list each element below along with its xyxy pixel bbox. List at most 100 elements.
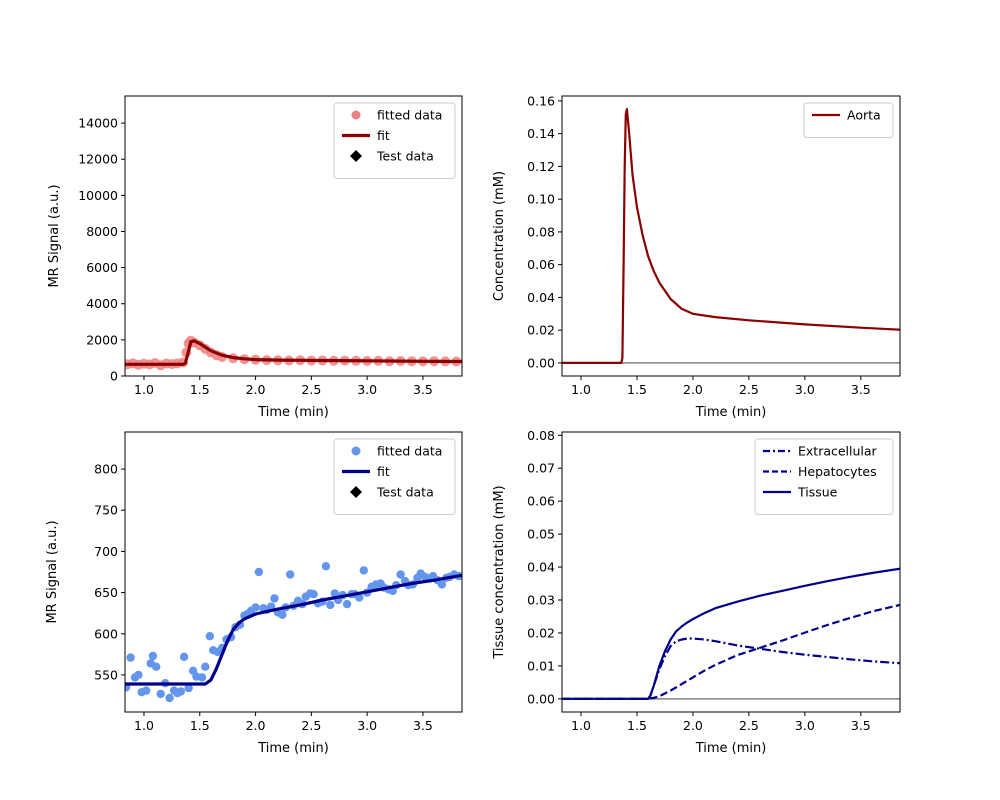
x-tick-label: 1.5 [190,718,210,733]
data-point [270,594,279,603]
x-axis-label: Time (min) [257,741,329,756]
data-point [142,686,151,695]
x-tick-label: 2.5 [301,382,321,397]
subplot-3: 1.0 1.5 2.0 2.5 3.0 3.5 550 600 650 700 750 800 Time… [45,431,463,756]
legend-label: fitted data [377,108,442,123]
y-tick-label: 700 [94,544,118,559]
y-tick-label: 0.08 [527,224,555,239]
data-point [201,662,210,671]
x-tick-label: 3.0 [795,382,815,397]
data-point [148,651,158,661]
data-point [326,600,335,610]
x-tick-label: 3.5 [851,382,871,397]
data-point [254,567,264,577]
x-tick-label: 2.0 [246,382,266,397]
y-tick-label: 0.16 [527,93,555,108]
x-tick-label: 2.0 [246,718,266,733]
data-point [359,566,368,575]
y-tick-label: 0.00 [527,691,555,706]
x-tick-label: 3.5 [851,718,871,733]
y-tick-label: 10000 [78,188,118,203]
data-point [342,599,352,609]
data-point [134,670,143,680]
x-tick-label: 1.5 [627,382,647,397]
data-point [126,653,135,662]
y-tick-label: 0.02 [527,625,555,640]
plot-area [562,108,900,364]
plot-area [125,562,462,703]
y-tick-label: 0.12 [527,159,555,174]
x-axis-label: Time (min) [257,405,329,420]
data-point [330,589,339,598]
y-tick-label: 0.06 [527,494,555,509]
data-point [156,689,165,699]
line-hepatocytes [562,603,900,700]
y-tick-label: 0.05 [527,527,555,542]
legend: fitted data fit Test data [333,102,456,179]
x-tick-label: 1.5 [627,718,647,733]
y-tick-label: 0 [110,369,118,384]
y-axis-label: MR Signal (a.u.) [45,520,60,623]
y-tick-label: 0.08 [527,428,555,443]
legend-marker-diamond [350,150,362,162]
legend-label: Test data [376,149,434,164]
subplot-1: 1.0 1.5 2.0 2.5 3.0 3.5 0 2000 4000 6000 8000 10000… [47,95,463,420]
legend: Extracellular Hepatocytes Tissue [754,438,894,515]
data-point [355,593,364,602]
axes-frame [561,95,901,377]
x-tick-label: 1.5 [190,382,210,397]
legend-label: Hepatocytes [798,464,877,479]
y-tick-label: 650 [94,585,118,600]
y-tick-label: 0.14 [527,126,555,141]
data-point [152,662,161,671]
legend-frame [754,438,894,515]
x-tick-label: 3.0 [795,718,815,733]
x-tick-label: 1.0 [134,718,154,733]
y-tick-label: 0.00 [527,355,555,370]
legend-label: fit [377,464,390,479]
x-tick-label: 3.5 [413,718,433,733]
y-tick-label: 0.04 [527,290,555,305]
line-aorta [562,108,900,364]
axes-frame [124,431,463,713]
data-point [165,693,174,703]
legend-marker-circle [351,446,361,456]
legend-label: fit [377,128,390,143]
legend-marker-circle [351,110,361,120]
y-tick-label: 800 [94,462,118,477]
data-point [184,683,193,693]
y-axis-label: MR Signal (a.u.) [47,184,62,287]
y-tick-label: 2000 [86,332,118,347]
subplot-2: 1.0 1.5 2.0 2.5 3.0 3.5 0.00 0.02 0.04 0.06 0.08 0.… [492,93,901,420]
data-point [286,570,295,579]
legend: Aorta [803,102,894,138]
y-axis-label: Concentration (mM) [492,171,507,301]
x-tick-label: 3.5 [413,382,433,397]
y-tick-label: 750 [94,503,118,518]
y-tick-label: 4000 [86,296,118,311]
y-tick-label: 600 [94,626,118,641]
y-tick-label: 0.10 [527,192,555,207]
data-point [176,687,185,696]
x-axis-label: Time (min) [695,741,767,756]
axes-frame [561,431,901,713]
x-tick-label: 1.0 [571,718,591,733]
legend-label: Tissue [797,485,838,500]
x-tick-label: 2.0 [683,382,703,397]
x-tick-label: 1.0 [571,382,591,397]
y-tick-label: 0.06 [527,257,555,272]
x-tick-label: 3.0 [357,382,377,397]
legend-frame [333,438,456,515]
legend-frame [333,102,456,179]
plot-area [125,335,462,371]
legend-frame [803,102,894,138]
y-axis-label: Tissue concentration (mM) [492,485,507,659]
data-point [437,580,447,589]
plot-area [562,567,900,700]
legend-marker-diamond [350,486,362,498]
legend-label: Aorta [847,108,881,123]
x-axis-label: Time (min) [695,405,767,420]
line-tissue [562,567,900,700]
line-extracellular [562,637,900,700]
